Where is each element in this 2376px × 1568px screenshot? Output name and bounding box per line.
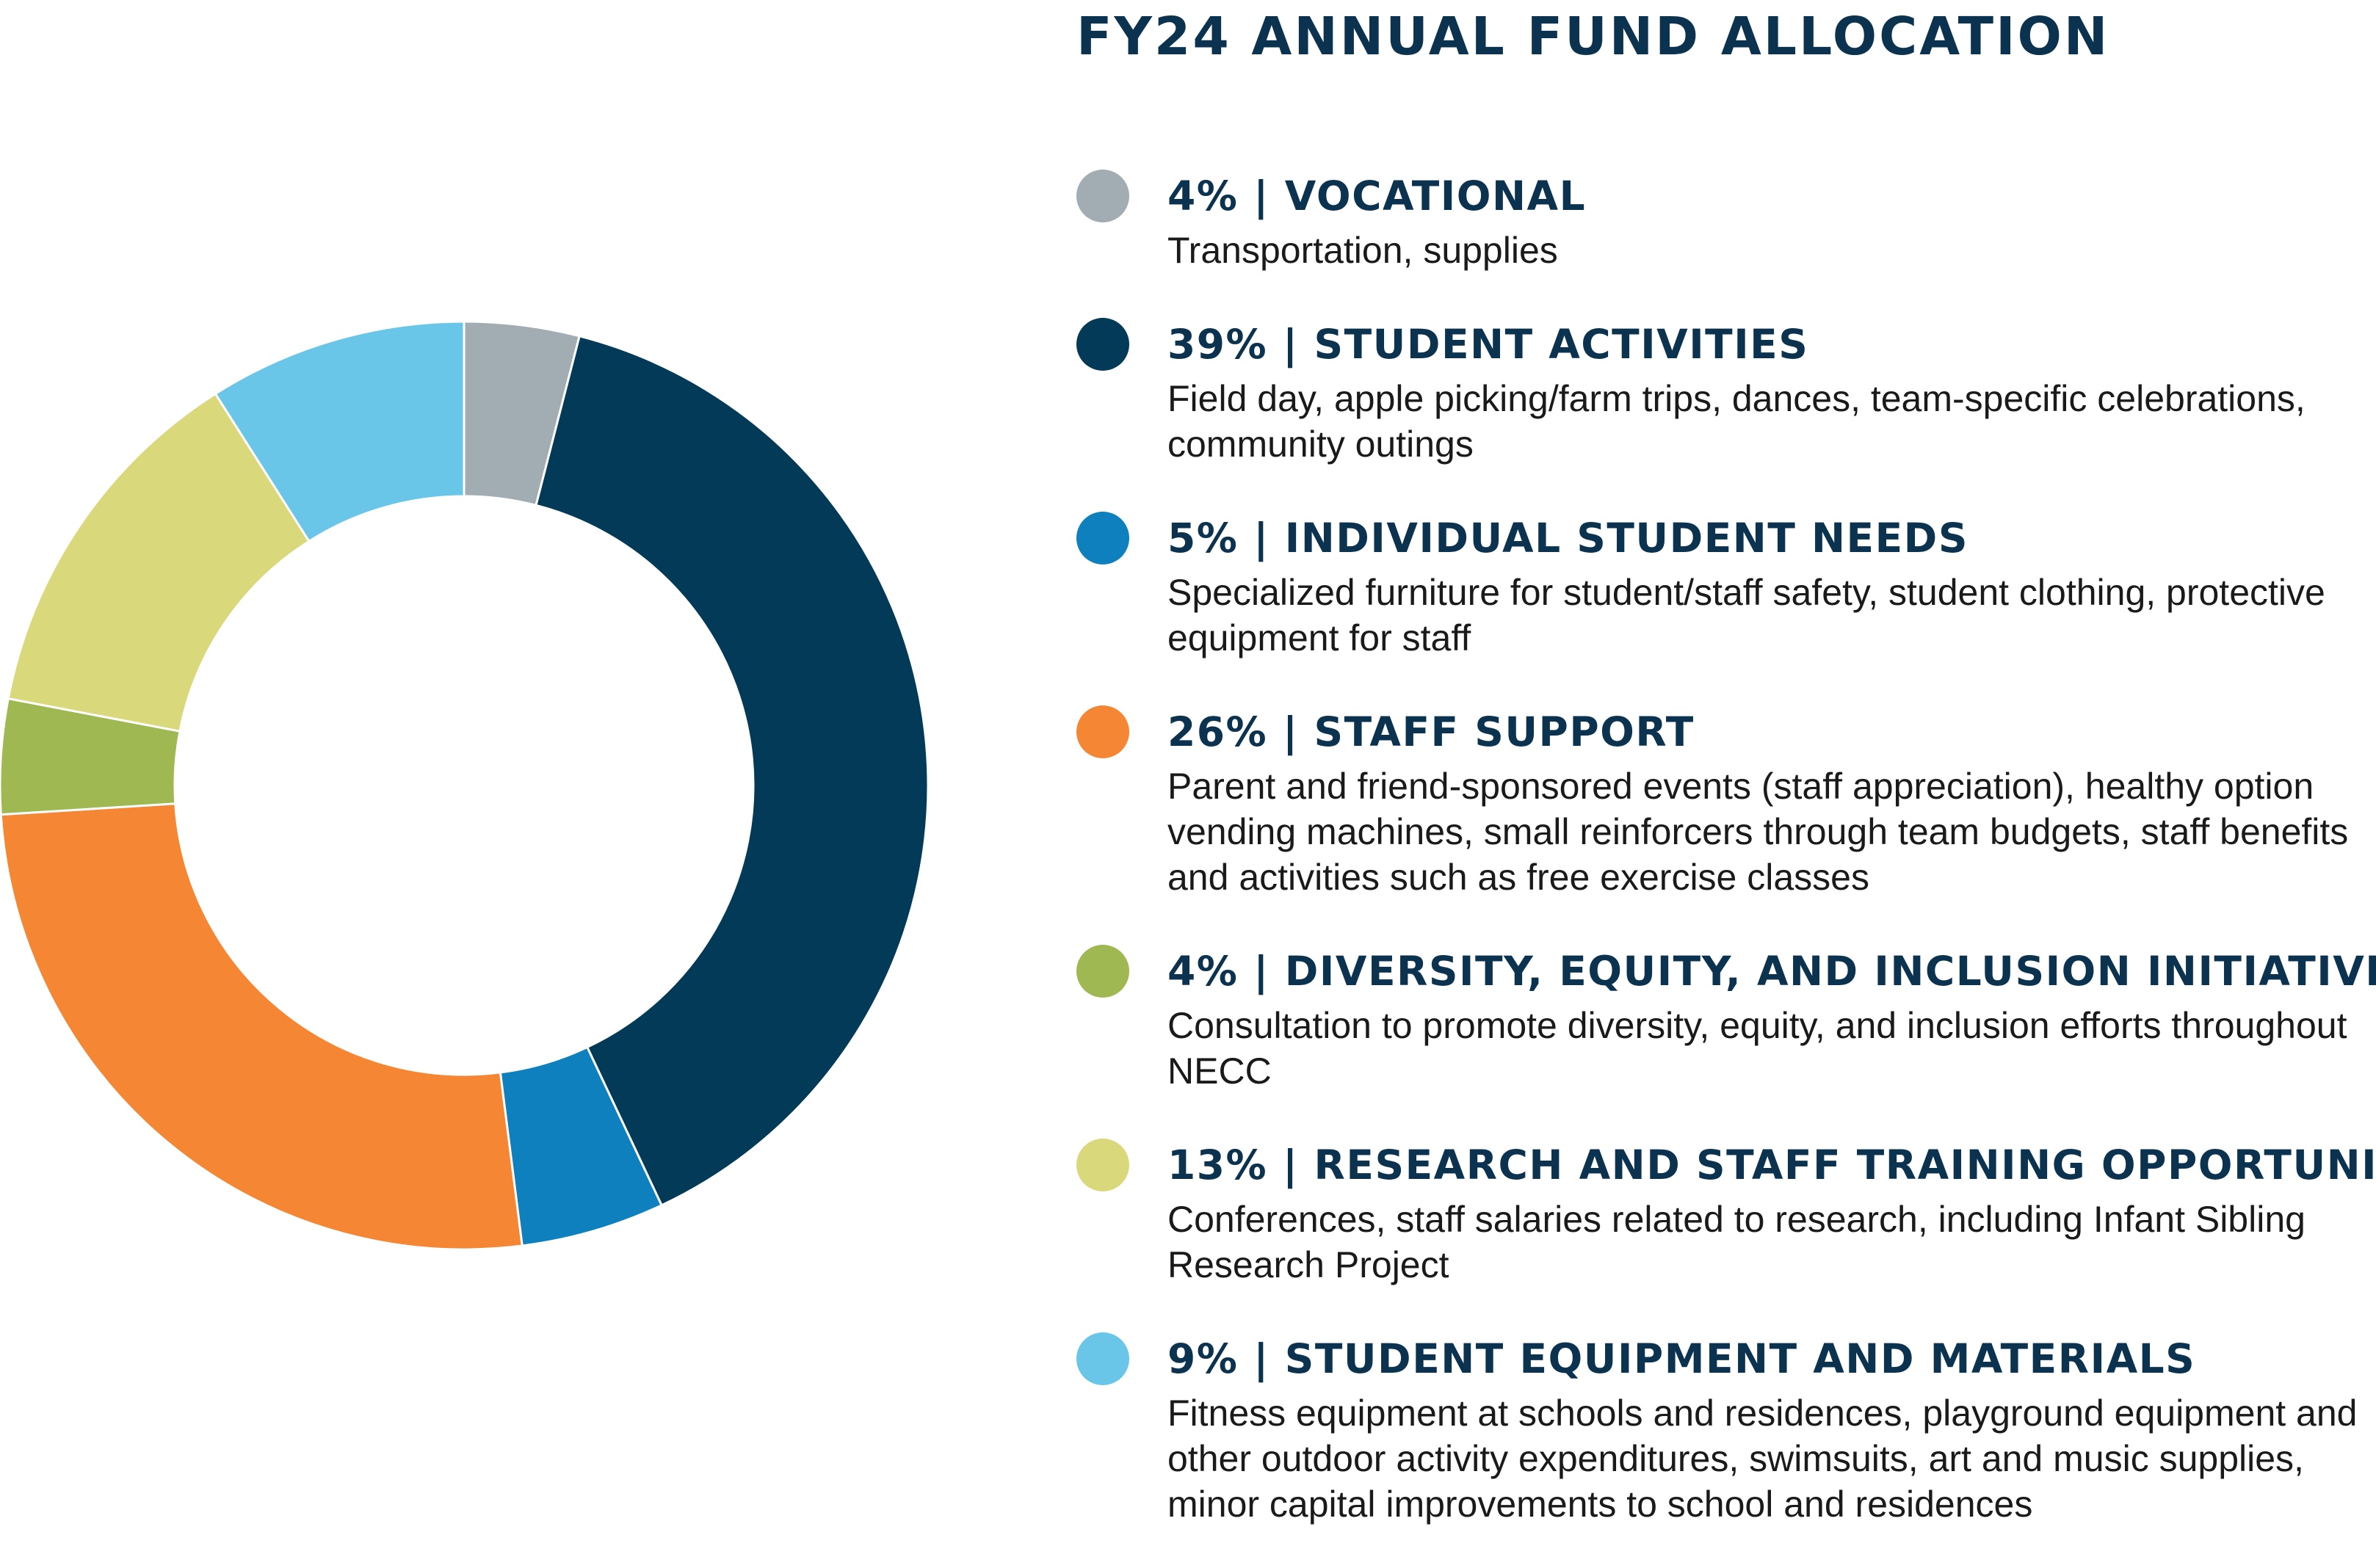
legend-heading: 39% | STUDENT ACTIVITIES: [1167, 314, 2369, 374]
slice-category-label: DIVERSITY, EQUITY, AND INCLUSION INITIAT…: [1285, 948, 2376, 995]
legend-item-student-activities: 39% | STUDENT ACTIVITIES Field day, apple p…: [1076, 314, 2369, 467]
legend-description: Conferences, staff salaries related to r…: [1167, 1197, 2369, 1288]
slice-percent-label: 4%: [1167, 173, 1238, 219]
legend-description: Parent and friend-sponsored events (staf…: [1167, 763, 2369, 900]
separator: |: [1283, 1141, 1299, 1188]
legend-swatch: [1076, 170, 1129, 222]
slice-category-label: STAFF SUPPORT: [1314, 708, 1695, 755]
legend-swatch: [1076, 512, 1129, 565]
legend-description: Specialized furniture for student/staff …: [1167, 570, 2369, 661]
slice-category-label: INDIVIDUAL STUDENT NEEDS: [1285, 515, 1968, 562]
slice-percent-label: 26%: [1167, 708, 1267, 755]
legend-swatch: [1076, 705, 1129, 758]
legend: 4% | VOCATIONAL Transportation, supplies 39%…: [1076, 166, 2369, 1568]
legend-heading: 9% | STUDENT EQUIPMENT AND MATERIALS: [1167, 1329, 2369, 1389]
separator: |: [1253, 1335, 1270, 1382]
chart-title: FY24 ANNUAL FUND ALLOCATION: [1076, 6, 2109, 67]
slice-percent-label: 39%: [1167, 321, 1267, 368]
legend-swatch: [1076, 945, 1129, 998]
legend-item-vocational: 4% | VOCATIONAL Transportation, supplies: [1076, 166, 2369, 273]
slice-percent-label: 9%: [1167, 1335, 1238, 1382]
legend-description: Consultation to promote diversity, equit…: [1167, 1003, 2369, 1094]
legend-item-research-and-staff-training-opportunities: 13% | RESEARCH AND STAFF TRAINING OPPORTUN…: [1076, 1135, 2369, 1288]
slice-category-label: STUDENT EQUIPMENT AND MATERIALS: [1285, 1335, 2196, 1382]
legend-description: Field day, apple picking/farm trips, dan…: [1167, 376, 2369, 467]
slice-category-label: VOCATIONAL: [1285, 173, 1586, 219]
legend-swatch: [1076, 1332, 1129, 1385]
separator: |: [1253, 515, 1270, 562]
donut-slice-staff-support: [1, 804, 522, 1249]
separator: |: [1253, 173, 1270, 219]
legend-swatch: [1076, 1139, 1129, 1191]
legend-item-individual-student-needs: 5% | INDIVIDUAL STUDENT NEEDS Specialized f…: [1076, 508, 2369, 661]
slice-category-label: STUDENT ACTIVITIES: [1314, 321, 1809, 368]
legend-heading: 26% | STAFF SUPPORT: [1167, 702, 2369, 762]
donut-chart: [0, 316, 940, 1255]
slice-percent-label: 5%: [1167, 515, 1238, 562]
legend-item-student-equipment-and-materials: 9% | STUDENT EQUIPMENT AND MATERIALS Fitnes…: [1076, 1329, 2369, 1527]
legend-description: Fitness equipment at schools and residen…: [1167, 1390, 2369, 1527]
legend-swatch: [1076, 318, 1129, 371]
legend-item-diversity-equity-and-inclusion-initiatives: 4% | DIVERSITY, EQUITY, AND INCLUSION INIT…: [1076, 941, 2369, 1094]
legend-heading: 4% | DIVERSITY, EQUITY, AND INCLUSION INIT…: [1167, 941, 2369, 1001]
legend-heading: 4% | VOCATIONAL: [1167, 166, 2369, 226]
slice-percent-label: 13%: [1167, 1141, 1267, 1188]
separator: |: [1283, 321, 1299, 368]
separator: |: [1253, 948, 1270, 995]
legend-heading: 5% | INDIVIDUAL STUDENT NEEDS: [1167, 508, 2369, 568]
slice-percent-label: 4%: [1167, 948, 1238, 995]
slice-category-label: RESEARCH AND STAFF TRAINING OPPORTUNITIE…: [1314, 1141, 2376, 1188]
separator: |: [1283, 708, 1299, 755]
legend-item-staff-support: 26% | STAFF SUPPORT Parent and friend-spons…: [1076, 702, 2369, 900]
legend-heading: 13% | RESEARCH AND STAFF TRAINING OPPORTUN…: [1167, 1135, 2369, 1195]
legend-description: Transportation, supplies: [1167, 228, 2369, 273]
